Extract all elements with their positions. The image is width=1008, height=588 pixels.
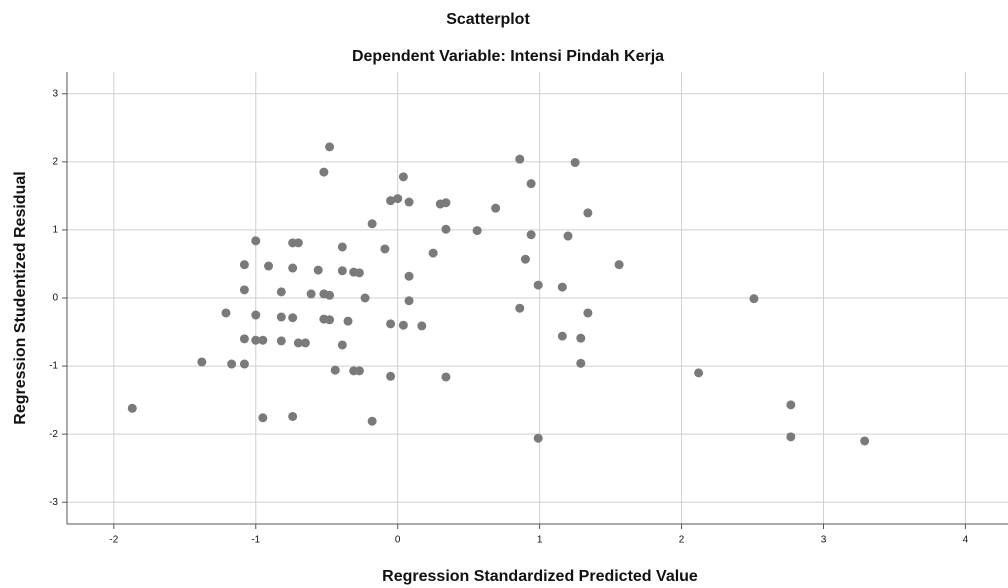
point xyxy=(526,179,536,189)
point xyxy=(337,242,347,252)
point xyxy=(441,372,451,382)
point xyxy=(386,196,396,206)
point xyxy=(337,266,347,276)
x-tick-label: 3 xyxy=(821,535,827,546)
point xyxy=(583,208,593,218)
point xyxy=(491,203,501,213)
point xyxy=(354,268,364,278)
y-tick-label: 2 xyxy=(52,156,58,167)
x-tick-label: 1 xyxy=(537,535,543,546)
point xyxy=(472,226,482,236)
y-tick-label: -3 xyxy=(49,497,58,508)
point xyxy=(264,261,274,271)
point xyxy=(354,366,364,376)
point xyxy=(614,260,624,270)
x-tick-label: -1 xyxy=(251,535,260,546)
point xyxy=(293,338,303,348)
point xyxy=(313,265,323,275)
point xyxy=(576,333,586,343)
point xyxy=(386,319,396,329)
point xyxy=(239,359,249,369)
point xyxy=(557,331,567,341)
point xyxy=(319,167,329,177)
point xyxy=(258,335,268,345)
point xyxy=(197,357,207,367)
point xyxy=(557,282,567,292)
point xyxy=(276,336,286,346)
point xyxy=(239,260,249,270)
x-tick-label: 0 xyxy=(395,535,401,546)
point xyxy=(786,432,796,442)
x-tick-label: 2 xyxy=(679,535,685,546)
point xyxy=(393,194,403,204)
point xyxy=(325,290,335,300)
point xyxy=(515,303,525,313)
x-tick-label: 4 xyxy=(963,535,969,546)
point xyxy=(330,365,340,375)
point xyxy=(325,315,335,325)
point xyxy=(288,411,298,421)
point xyxy=(258,413,268,423)
point xyxy=(300,338,310,348)
point xyxy=(520,254,530,264)
point xyxy=(367,219,377,229)
point xyxy=(749,294,759,304)
point xyxy=(533,280,543,290)
point xyxy=(398,320,408,330)
point xyxy=(570,158,580,168)
point xyxy=(325,142,335,152)
point xyxy=(417,321,427,331)
x-axis-label: Regression Standardized Predicted Value xyxy=(382,568,698,585)
point xyxy=(221,308,231,318)
point xyxy=(251,236,261,246)
point xyxy=(251,310,261,320)
point xyxy=(343,316,353,326)
point xyxy=(276,312,286,322)
point xyxy=(533,433,543,443)
y-axis-label: Regression Studentized Residual xyxy=(12,171,29,424)
point xyxy=(404,197,414,207)
point xyxy=(526,230,536,240)
point xyxy=(227,359,237,369)
y-tick-label: 0 xyxy=(52,293,58,304)
y-tick-label: 3 xyxy=(52,88,58,99)
point xyxy=(386,371,396,381)
chart-subtitle: Dependent Variable: Intensi Pindah Kerja xyxy=(352,48,664,65)
point xyxy=(306,289,316,299)
point xyxy=(404,296,414,306)
point xyxy=(251,335,261,345)
point xyxy=(367,416,377,426)
y-tick-label: -1 xyxy=(49,361,58,372)
point xyxy=(239,285,249,295)
point xyxy=(441,198,451,208)
point xyxy=(288,263,298,273)
point xyxy=(337,340,347,350)
point xyxy=(515,154,525,164)
x-tick-label: -2 xyxy=(109,535,118,546)
point xyxy=(441,224,451,234)
point xyxy=(860,436,870,446)
point xyxy=(239,334,249,344)
y-tick-label: 1 xyxy=(52,225,58,236)
point xyxy=(694,368,704,378)
point xyxy=(360,293,370,303)
point xyxy=(563,231,573,241)
point xyxy=(583,308,593,318)
point xyxy=(576,358,586,368)
y-tick-label: -2 xyxy=(49,429,58,440)
chart-title: Scatterplot xyxy=(446,11,530,28)
point xyxy=(404,271,414,281)
point xyxy=(276,287,286,297)
point xyxy=(127,403,137,413)
point xyxy=(398,172,408,182)
point xyxy=(288,313,298,323)
point xyxy=(428,248,438,258)
point xyxy=(293,238,303,248)
point xyxy=(786,400,796,410)
point xyxy=(380,244,390,254)
